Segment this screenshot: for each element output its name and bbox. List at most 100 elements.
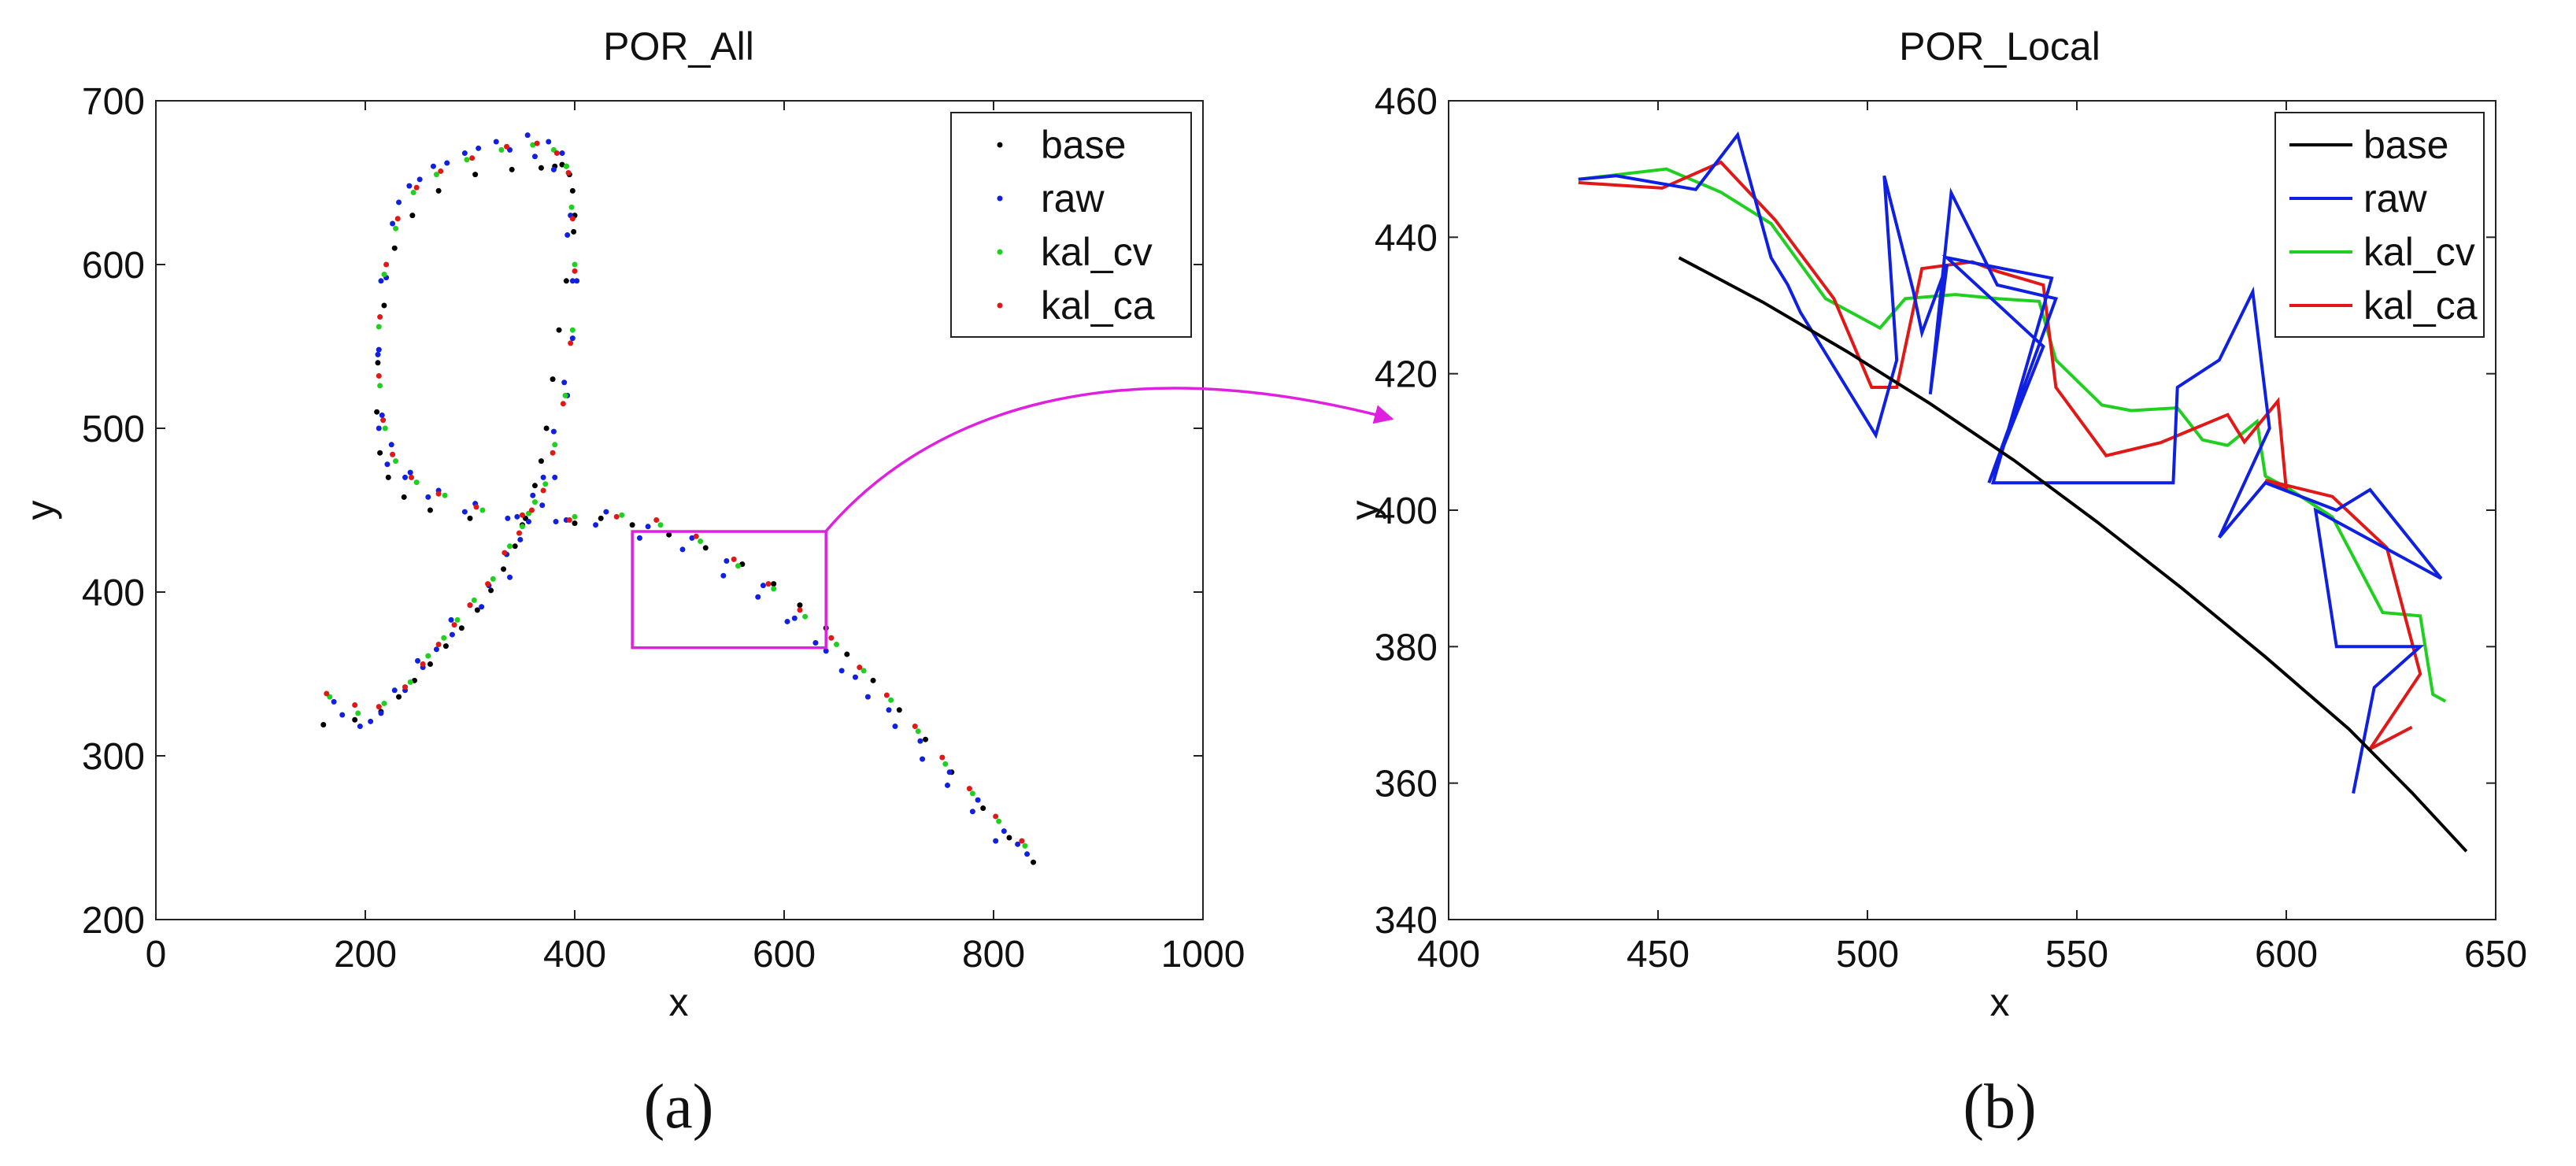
legend-item-base: base	[2289, 123, 2448, 167]
point-kal_ca	[912, 724, 918, 730]
point-base	[427, 661, 433, 668]
point-raw	[396, 199, 402, 205]
point-kal_ca	[520, 512, 525, 518]
point-kal_cv	[413, 479, 420, 486]
panel-caption-a: (a)	[644, 1072, 714, 1142]
point-raw	[461, 509, 468, 515]
point-kal_cv	[572, 261, 578, 268]
legend-item-kal-ca: kal_ca	[997, 283, 1155, 328]
point-base	[844, 651, 850, 657]
x-tick-label: 800	[962, 934, 1025, 975]
point-kal_cv	[498, 146, 505, 153]
point-raw	[969, 809, 975, 815]
point-base	[797, 602, 803, 609]
y-tick-label: 700	[82, 81, 145, 123]
point-kal_ca	[550, 450, 556, 456]
point-raw	[390, 220, 396, 227]
x-axis-label: x	[1990, 980, 2010, 1024]
legend-box	[950, 112, 1192, 338]
y-tick-label: 300	[82, 736, 145, 778]
point-kal_ca	[324, 690, 330, 697]
x-tick-label: 450	[1627, 934, 1690, 975]
point-base	[666, 531, 672, 538]
point-raw	[531, 154, 538, 160]
point-raw	[507, 574, 513, 580]
chart-por-all: POR_All 0 200 400 600 800 1000200300400500600…	[18, 24, 1245, 1024]
point-kal_cv	[479, 507, 486, 513]
point-kal_cv	[381, 700, 387, 706]
y-tick-label: 500	[82, 409, 145, 450]
point-kal_cv	[562, 392, 568, 398]
point-raw	[461, 150, 468, 157]
y-tick-label: 380	[1375, 627, 1438, 668]
legend-marker-raw	[997, 195, 1003, 202]
point-raw	[564, 232, 571, 239]
point-kal_cv	[619, 512, 625, 518]
point-raw	[755, 594, 761, 600]
point-raw	[406, 183, 413, 189]
legend-label-kal-ca: kal_ca	[1041, 283, 1155, 328]
legend-label-raw: raw	[2363, 176, 2427, 220]
point-raw	[384, 461, 390, 468]
point-kal_ca	[383, 261, 390, 268]
point-kal_cv	[996, 818, 1002, 824]
point-raw	[514, 513, 520, 520]
point-base	[531, 483, 538, 489]
point-raw	[493, 139, 499, 145]
point-raw	[368, 718, 374, 724]
point-base	[488, 587, 494, 594]
point-raw	[376, 346, 382, 353]
point-raw	[559, 150, 565, 157]
point-kal_cv	[657, 522, 664, 528]
point-base	[409, 213, 416, 219]
chart-title: POR_All	[603, 24, 754, 68]
point-base	[870, 677, 876, 683]
point-raw	[448, 616, 454, 623]
point-kal_ca	[377, 314, 383, 320]
point-raw	[546, 139, 552, 145]
point-kal_cv	[507, 543, 513, 550]
point-kal_ca	[390, 451, 396, 457]
point-base	[435, 187, 442, 194]
point-base	[563, 278, 569, 284]
point-raw	[449, 631, 455, 638]
point-kal_ca	[409, 474, 415, 480]
point-raw	[425, 494, 431, 500]
point-base	[458, 625, 464, 631]
point-raw	[823, 648, 829, 654]
point-kal_ca	[569, 216, 576, 222]
point-kal_ca	[413, 184, 420, 191]
point-raw	[379, 412, 385, 418]
legend-label-base: base	[2363, 123, 2448, 167]
point-base	[569, 187, 576, 194]
point-kal_ca	[504, 143, 510, 150]
line-raw	[1578, 131, 2443, 794]
point-raw	[530, 492, 536, 498]
point-kal_cv	[888, 697, 894, 703]
y-tick-label: 400	[82, 572, 145, 614]
axis-ticks: 400 450 500 550 600 650 340 360 380 400 420 440 460	[1375, 81, 2527, 975]
point-raw	[407, 469, 413, 476]
point-kal_cv	[410, 189, 416, 195]
point-raw	[1024, 851, 1031, 857]
point-raw	[415, 657, 420, 664]
legend-item-raw: raw	[997, 176, 1105, 220]
chart-por-local: POR_Local 400 450 500 550 600 650340360380400…	[1342, 24, 2527, 1024]
point-kal_ca	[939, 754, 946, 761]
legend-item-kal-ca: kal_ca	[2289, 283, 2478, 328]
point-kal_cv	[393, 458, 399, 465]
point-raw	[720, 572, 727, 579]
point-kal_cv	[568, 204, 575, 210]
point-kal_ca	[380, 417, 387, 424]
point-kal_cv	[834, 642, 839, 648]
point-kal_ca	[765, 581, 772, 587]
point-raw	[402, 474, 409, 480]
point-raw	[339, 712, 346, 718]
point-raw	[812, 639, 819, 646]
point-kal_cv	[802, 613, 809, 620]
point-base	[538, 458, 544, 465]
point-kal_cv	[464, 157, 470, 163]
x-tick-label: 200	[334, 934, 397, 975]
legend-label-kal-ca: kal_ca	[2363, 283, 2478, 328]
x-tick-label: 650	[2464, 934, 2527, 975]
